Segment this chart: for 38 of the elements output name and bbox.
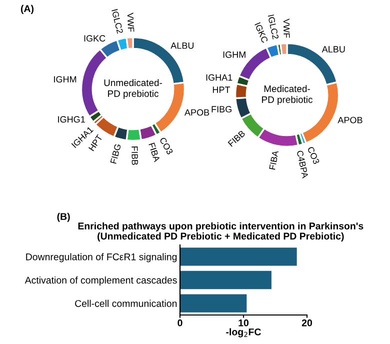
slice-label: IGHG1 xyxy=(58,116,85,123)
text: Unmedicated- PD prebiotic xyxy=(104,79,162,99)
slice-label: APOB xyxy=(184,109,210,116)
y-tick-label: Downregulation of FCεR1 signaling xyxy=(26,253,177,262)
slice-label: IGLC2 xyxy=(268,14,279,40)
slice-label: C4BPA xyxy=(296,150,308,179)
x-tick-label: 0 xyxy=(178,319,182,326)
slice-label: FIBA xyxy=(269,150,279,170)
y-tick-label: Activation of complement cascades xyxy=(24,276,177,286)
slice-label: VWF xyxy=(283,18,290,38)
slice-label: FIBB xyxy=(132,146,138,165)
bar xyxy=(180,294,247,312)
y-tick-label: Cell-cell communication xyxy=(75,300,177,307)
slice-label: CO3 xyxy=(159,136,174,155)
slice-label: FIBG xyxy=(110,144,121,164)
x-axis-title: -log$_{2}$FC xyxy=(226,328,261,338)
chart-title: Enriched pathways upon prebiotic intervention in Parkinson's (Unmedicated PD Prebiotic + Medicated PD Prebiotic) xyxy=(78,222,364,242)
slice-label: FIBG xyxy=(212,106,232,112)
text: Medicated- PD prebiotic xyxy=(262,85,312,105)
text: (A) xyxy=(20,4,34,14)
slice-label: IGLC2 xyxy=(112,9,124,34)
slice-label: IGHA1 xyxy=(206,74,232,81)
slice-label: IGHM xyxy=(223,51,246,58)
bar xyxy=(180,248,297,266)
slice-label: VWF xyxy=(127,12,134,32)
x-tick-label: 20 xyxy=(302,319,312,326)
slice-label: FIBA xyxy=(148,142,160,162)
text: (B) xyxy=(57,212,70,222)
x-tick-label: 10 xyxy=(238,319,249,326)
slice-label: HPT xyxy=(212,86,230,93)
slice-label: IGKC xyxy=(84,35,106,42)
slice-label: IGHM xyxy=(54,76,76,83)
slice-label: APOB xyxy=(338,116,362,124)
slice-label: IGKC xyxy=(254,22,268,44)
slice-label: ALBU xyxy=(170,42,194,49)
bar xyxy=(180,270,272,290)
slice-label: ALBU xyxy=(322,46,345,52)
slice-label: CO3 xyxy=(307,146,320,164)
